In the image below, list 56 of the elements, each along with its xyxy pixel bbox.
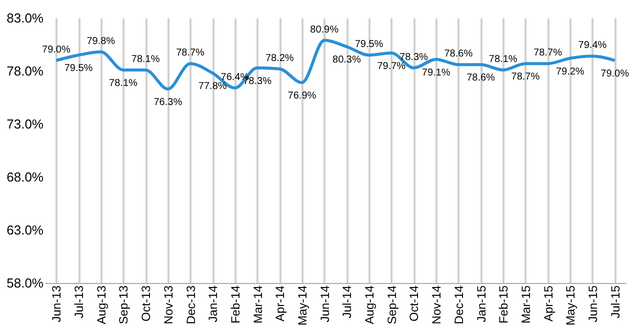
data-label: 78.7%	[534, 48, 562, 59]
data-label: 79.1%	[422, 67, 450, 78]
x-tick-label: Oct-14	[407, 285, 422, 322]
x-tick-label: Aug-14	[362, 285, 377, 324]
data-label: 79.2%	[556, 66, 584, 78]
data-label: 78.3%	[400, 52, 428, 63]
x-tick-label: Dec-13	[184, 285, 198, 324]
data-label: 80.9%	[310, 24, 339, 36]
data-label: 79.0%	[600, 68, 630, 80]
data-label: 78.1%	[131, 54, 160, 65]
data-label: 78.7%	[511, 72, 540, 83]
data-label: 79.7%	[377, 60, 406, 72]
data-label: 76.3%	[154, 97, 182, 108]
x-tick-label: Jul-14	[340, 285, 354, 318]
data-label: 78.1%	[488, 54, 518, 65]
x-tick-label: Nov-14	[430, 285, 444, 324]
data-label: 79.5%	[64, 63, 93, 74]
data-label: 79.8%	[86, 36, 116, 47]
x-tick-label: Jun-13	[50, 285, 64, 322]
data-label: 78.1%	[109, 78, 138, 89]
y-tick-label: 68.0%	[6, 170, 44, 184]
data-label: 78.7%	[176, 48, 205, 59]
x-tick-label: Sep-13	[116, 285, 131, 324]
y-tick-label: 63.0%	[6, 222, 44, 238]
data-label: 76.9%	[288, 90, 316, 102]
x-tick-label: Sep-14	[384, 285, 399, 324]
y-tick-label: 58.0%	[6, 276, 44, 290]
data-label: 78.6%	[444, 48, 473, 60]
data-label: 78.6%	[466, 72, 496, 84]
x-tick-label: Jul-15	[608, 285, 622, 318]
x-tick-label: Mar-14	[250, 285, 265, 324]
x-tick-label: Oct-13	[139, 285, 154, 322]
x-tick-label: May-15	[564, 285, 578, 326]
x-tick-label: Aug-13	[94, 285, 108, 324]
x-tick-label: Feb-15	[496, 285, 511, 324]
x-tick-label: Nov-13	[161, 285, 176, 324]
data-label: 80.3%	[332, 54, 361, 66]
data-label: 79.4%	[578, 40, 607, 52]
y-tick-label: 83.0%	[6, 10, 44, 26]
x-tick-label: Apr-15	[541, 285, 556, 322]
x-tick-label: Feb-14	[228, 285, 242, 324]
x-tick-label: Jan-14	[206, 285, 220, 322]
y-tick-label: 78.0%	[6, 64, 44, 78]
x-tick-label: May-14	[295, 285, 310, 326]
x-tick-label: Jun-14	[318, 285, 332, 322]
x-tick-label: Jun-15	[586, 285, 600, 322]
x-tick-label: Dec-14	[452, 285, 466, 324]
data-label: 78.2%	[265, 52, 294, 64]
x-tick-label: Mar-15	[518, 285, 533, 324]
x-tick-label: Jul-13	[72, 285, 86, 318]
y-tick-label: 73.0%	[6, 116, 44, 132]
x-tick-label: Jan-15	[474, 285, 488, 322]
data-label: 79.0%	[42, 44, 70, 56]
data-label: 79.5%	[354, 39, 384, 50]
data-label: 77.8%	[198, 81, 227, 92]
x-tick-label: Apr-14	[273, 285, 288, 322]
